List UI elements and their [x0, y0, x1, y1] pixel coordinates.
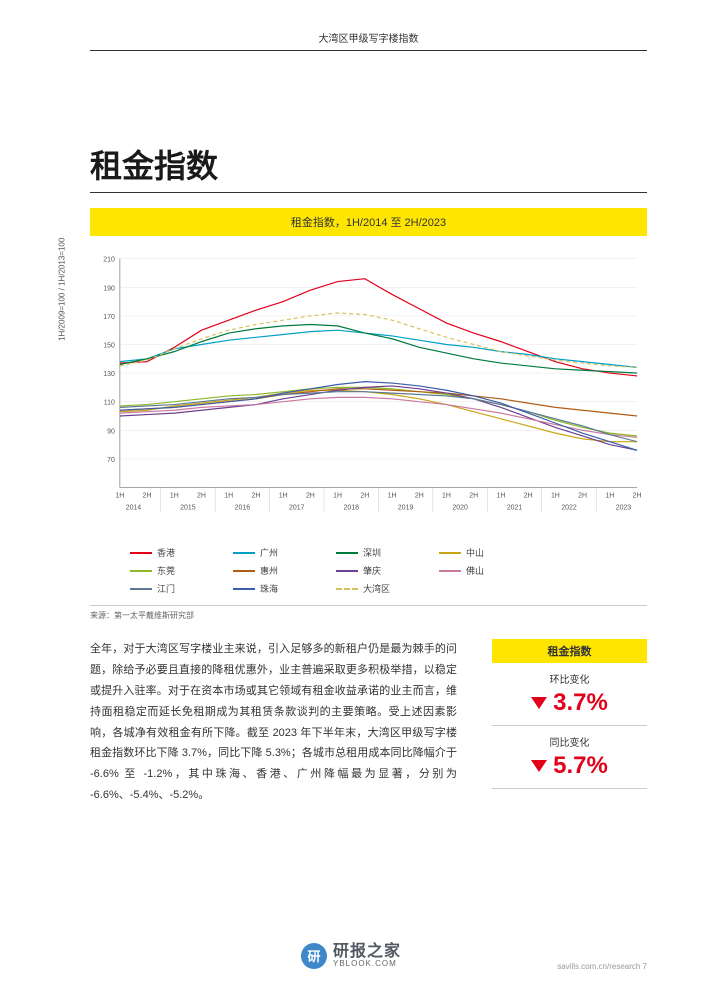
- svg-text:2021: 2021: [507, 504, 523, 511]
- down-arrow-icon: [531, 760, 547, 772]
- svg-text:2H: 2H: [633, 492, 642, 499]
- svg-text:1H: 1H: [551, 492, 560, 499]
- svg-text:1H: 1H: [170, 492, 179, 499]
- svg-text:2H: 2H: [524, 492, 533, 499]
- header-title: 大湾区甲级写字楼指数: [319, 34, 419, 45]
- legend-item-huizhou: 惠州: [233, 564, 318, 577]
- page-footer: savills.com.cn/research 7: [557, 962, 647, 971]
- legend-label: 珠海: [260, 582, 278, 595]
- legend-label: 惠州: [260, 564, 278, 577]
- svg-text:190: 190: [103, 285, 115, 292]
- watermark-cn: 研报之家: [333, 943, 401, 961]
- svg-text:1H: 1H: [496, 492, 505, 499]
- svg-text:2H: 2H: [415, 492, 424, 499]
- legend-label: 佛山: [466, 564, 484, 577]
- legend-swatch: [336, 552, 358, 554]
- legend-item-jiangmen: 江门: [130, 582, 215, 595]
- legend-label: 香港: [157, 546, 175, 559]
- stat-value: 3.7%: [553, 689, 608, 717]
- svg-text:2016: 2016: [235, 504, 251, 511]
- legend-swatch: [336, 588, 358, 590]
- legend-label: 深圳: [363, 546, 381, 559]
- legend-swatch: [233, 588, 255, 590]
- watermark-icon: 研: [301, 943, 327, 969]
- svg-text:2H: 2H: [306, 492, 315, 499]
- legend-item-gba: 大湾区: [336, 582, 421, 595]
- svg-text:210: 210: [103, 257, 115, 264]
- legend-swatch: [130, 570, 152, 572]
- svg-text:1H: 1H: [279, 492, 288, 499]
- legend-item-dongguan: 东莞: [130, 564, 215, 577]
- legend-swatch: [439, 570, 461, 572]
- legend-item-zhongshan: 中山: [439, 546, 524, 559]
- legend-item-guangzhou: 广州: [233, 546, 318, 559]
- legend-item-zhaoqing: 肇庆: [336, 564, 421, 577]
- svg-text:2017: 2017: [289, 504, 305, 511]
- svg-text:2019: 2019: [398, 504, 414, 511]
- legend-swatch: [336, 570, 358, 572]
- svg-text:1H: 1H: [442, 492, 451, 499]
- svg-text:2H: 2H: [469, 492, 478, 499]
- svg-text:2H: 2H: [360, 492, 369, 499]
- svg-text:1H: 1H: [388, 492, 397, 499]
- legend-swatch: [233, 570, 255, 572]
- watermark-en: YBLOOK.COM: [333, 960, 401, 969]
- chart-source: 来源：第一太平戴维斯研究部: [90, 606, 647, 639]
- legend-item-zhuhai: 珠海: [233, 582, 318, 595]
- watermark: 研 研报之家 YBLOOK.COM: [301, 943, 401, 969]
- section-title: 租金指数: [90, 141, 647, 187]
- legend-label: 东莞: [157, 564, 175, 577]
- stat-label: 同比变化: [492, 734, 647, 749]
- page-header: 大湾区甲级写字楼指数: [90, 30, 647, 61]
- svg-text:150: 150: [103, 342, 115, 349]
- stat-item-1: 同比变化 5.7%: [492, 726, 647, 789]
- legend-swatch: [130, 552, 152, 554]
- y-axis-label: 1H/2009=100 / 1H/2013=100: [58, 238, 67, 341]
- svg-text:2015: 2015: [180, 504, 196, 511]
- down-arrow-icon: [531, 697, 547, 709]
- svg-text:130: 130: [103, 371, 115, 378]
- chart-legend: 香港 广州 深圳 中山东莞 惠州 肇庆 佛山江门 珠海 大湾区: [90, 538, 647, 606]
- legend-label: 肇庆: [363, 564, 381, 577]
- stats-panel: 租金指数 环比变化 3.7% 同比变化 5.7%: [492, 639, 647, 806]
- legend-label: 大湾区: [363, 582, 390, 595]
- svg-text:2H: 2H: [578, 492, 587, 499]
- svg-text:1H: 1H: [605, 492, 614, 499]
- svg-text:1H: 1H: [224, 492, 233, 499]
- body-paragraph: 全年，对于大湾区写字楼业主来说，引入足够多的新租户仍是最为棘手的问题，除给予必要…: [90, 639, 457, 806]
- svg-text:2H: 2H: [197, 492, 206, 499]
- stat-item-0: 环比变化 3.7%: [492, 663, 647, 726]
- legend-label: 中山: [466, 546, 484, 559]
- svg-text:2H: 2H: [143, 492, 152, 499]
- stats-title: 租金指数: [492, 639, 647, 663]
- svg-text:1H: 1H: [115, 492, 124, 499]
- svg-text:1H: 1H: [333, 492, 342, 499]
- svg-text:2022: 2022: [561, 504, 577, 511]
- svg-text:2018: 2018: [343, 504, 359, 511]
- legend-item-foshan: 佛山: [439, 564, 524, 577]
- svg-text:170: 170: [103, 314, 115, 321]
- legend-item-shenzhen: 深圳: [336, 546, 421, 559]
- svg-text:90: 90: [107, 428, 115, 435]
- legend-swatch: [233, 552, 255, 554]
- legend-swatch: [130, 588, 152, 590]
- legend-item-hongkong: 香港: [130, 546, 215, 559]
- stat-label: 环比变化: [492, 671, 647, 686]
- legend-label: 江门: [157, 582, 175, 595]
- stat-value: 5.7%: [553, 752, 608, 780]
- svg-text:2023: 2023: [616, 504, 632, 511]
- svg-text:70: 70: [107, 457, 115, 464]
- legend-label: 广州: [260, 546, 278, 559]
- chart-subtitle: 租金指数，1H/2014 至 2H/2023: [90, 208, 647, 236]
- svg-text:110: 110: [104, 400, 115, 407]
- line-chart: 1H/2009=100 / 1H/2013=100 70901101301501…: [90, 248, 647, 528]
- svg-text:2014: 2014: [126, 504, 142, 511]
- svg-text:2020: 2020: [452, 504, 468, 511]
- chart-svg: 70901101301501701902101H2H20141H2H20151H…: [90, 248, 647, 528]
- svg-text:2H: 2H: [252, 492, 261, 499]
- legend-swatch: [439, 552, 461, 554]
